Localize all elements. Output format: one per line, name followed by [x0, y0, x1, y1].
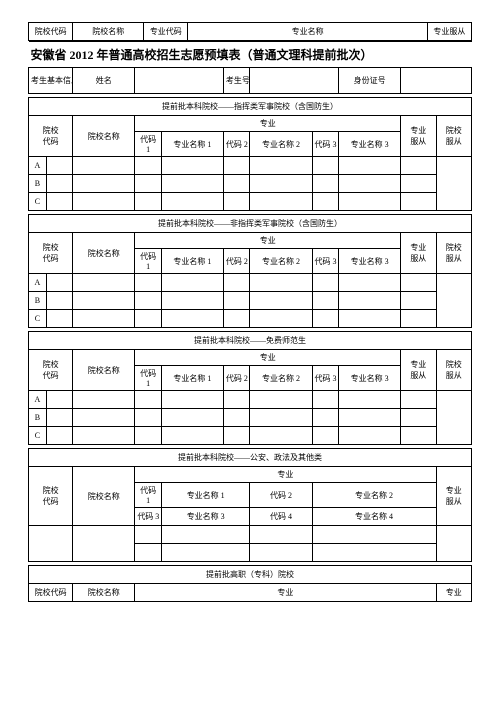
hdr-schoolname: 院校名称	[73, 116, 135, 157]
sec5-title: 提前批高职（专科）院校	[29, 566, 472, 584]
topbar-schoolname: 院校名称	[73, 23, 144, 41]
hdr-majors: 专业	[135, 116, 401, 132]
topbar-obey: 专业服从	[427, 23, 471, 41]
row-c: C	[29, 193, 47, 211]
hdr-code2: 代码 2	[223, 132, 250, 157]
hdr-name2: 专业名称 2	[250, 132, 312, 157]
info-examno-lbl: 考生号	[223, 68, 250, 94]
info-name-val[interactable]	[135, 68, 224, 94]
topbar-table: 院校代码 院校名称 专业代码 专业名称 专业服从	[28, 22, 472, 41]
hdr-name1: 专业名称 1	[161, 132, 223, 157]
sec2-title: 提前批本科院校——非指挥类军事院校（含国防生）	[29, 215, 472, 233]
hdr-schoolcode: 院校代码	[29, 116, 73, 157]
hdr5-schoolcode: 院校代码	[29, 584, 73, 602]
sec1-title: 提前批本科院校——指挥类军事院校（含国防生）	[29, 98, 472, 116]
hdr-schoolobey: 院校服从	[436, 116, 471, 157]
info-basic: 考生基本信息	[29, 68, 73, 94]
info-idno-val[interactable]	[401, 68, 472, 94]
info-examno-val[interactable]	[250, 68, 339, 94]
row-b: B	[29, 175, 47, 193]
sec3-title: 提前批本科院校——免费师范生	[29, 332, 472, 350]
hdr-code3: 代码 3	[312, 132, 339, 157]
topbar-schoolcode: 院校代码	[29, 23, 73, 41]
info-idno-lbl: 身份证号	[339, 68, 401, 94]
row-a: A	[29, 157, 47, 175]
info-name-lbl: 姓名	[73, 68, 135, 94]
hdr-obey: 专业服从	[401, 116, 436, 157]
hdr-name3: 专业名称 3	[339, 132, 401, 157]
sec4-title: 提前批本科院校——公安、政法及其他类	[29, 449, 472, 467]
page-title: 安徽省 2012 年普通高校招生志愿预填表（普通文理科提前批次）	[29, 42, 472, 68]
hdr-code1: 代码1	[135, 132, 162, 157]
main-table: 安徽省 2012 年普通高校招生志愿预填表（普通文理科提前批次） 考生基本信息 …	[28, 41, 472, 602]
topbar-majorname: 专业名称	[188, 23, 427, 41]
topbar-majorcode: 专业代码	[144, 23, 188, 41]
